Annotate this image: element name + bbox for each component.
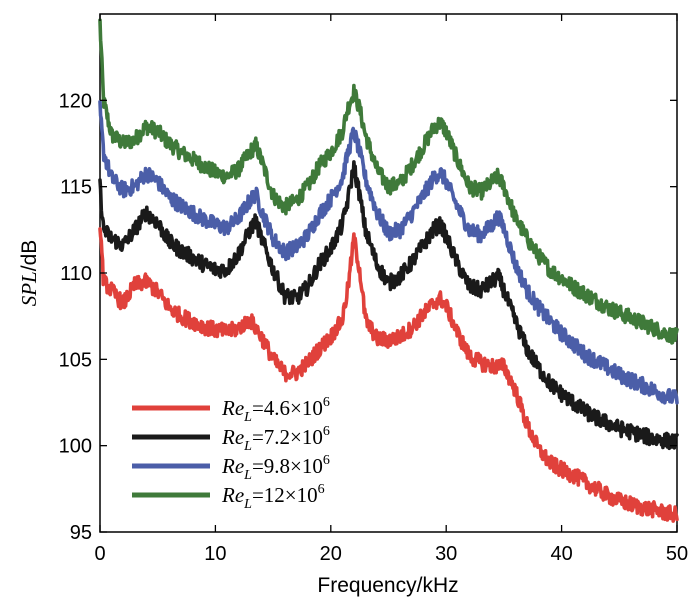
x-tick-labels: 0 10 20 30 40 50 — [94, 543, 688, 565]
tick-layer — [99, 14, 678, 533]
series-line-1 — [98, 100, 679, 405]
y-tick-label: 105 — [59, 349, 92, 371]
y-axis-label-unit: /dB — [18, 240, 41, 272]
series-line-0 — [98, 18, 679, 345]
y-tick-labels: 95 100 105 110 115 120 — [59, 90, 92, 544]
series-layer — [98, 18, 679, 523]
y-tick-label: 100 — [59, 436, 92, 458]
series-line-3 — [98, 227, 679, 523]
x-tick-label: 40 — [550, 543, 572, 565]
y-tick-label: 120 — [59, 90, 92, 112]
y-tick-label: 95 — [70, 522, 92, 544]
x-tick-label: 0 — [94, 543, 105, 565]
y-axis-label: SPL/dB — [17, 240, 41, 307]
x-tick-label: 10 — [204, 543, 226, 565]
plot-frame — [99, 13, 678, 533]
x-tick-label: 30 — [435, 543, 457, 565]
y-axis-label-italic: SPL — [17, 271, 41, 306]
x-tick-label: 20 — [320, 543, 342, 565]
x-tick-label: 50 — [666, 543, 688, 565]
x-axis-label: Frequency/kHz — [317, 574, 458, 597]
legend-entry: ReL=7.2×106 — [221, 424, 330, 454]
legend: ReL=4.6×106ReL=7.2×106ReL=9.8×106ReL=12×… — [132, 395, 330, 512]
legend-entry: ReL=9.8×106 — [221, 453, 330, 483]
y-tick-label: 110 — [60, 263, 92, 285]
y-tick-label: 115 — [60, 177, 92, 199]
series-line-2 — [98, 160, 679, 451]
legend-entry: ReL=4.6×106 — [221, 395, 330, 425]
legend-entry: ReL=12×106 — [221, 482, 325, 512]
